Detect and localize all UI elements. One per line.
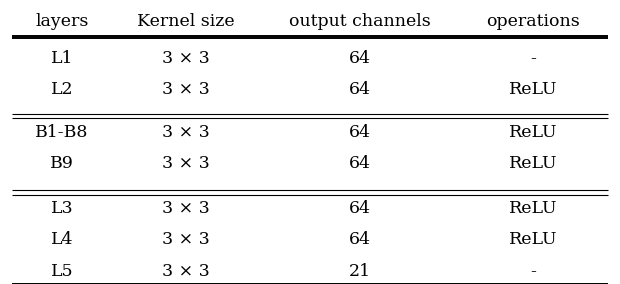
Text: L3: L3: [51, 200, 73, 217]
Text: 3 × 3: 3 × 3: [162, 200, 210, 217]
Text: layers: layers: [35, 13, 89, 30]
Text: 64: 64: [348, 81, 371, 98]
Text: ReLU: ReLU: [509, 231, 557, 248]
Text: 3 × 3: 3 × 3: [162, 263, 210, 280]
Text: -: -: [530, 263, 536, 280]
Text: ReLU: ReLU: [509, 200, 557, 217]
Text: B9: B9: [50, 155, 74, 172]
Text: 64: 64: [348, 231, 371, 248]
Text: Kernel size: Kernel size: [137, 13, 235, 30]
Text: ReLU: ReLU: [509, 124, 557, 141]
Text: 3 × 3: 3 × 3: [162, 124, 210, 141]
Text: 64: 64: [348, 124, 371, 141]
Text: L1: L1: [51, 50, 73, 67]
Text: ReLU: ReLU: [509, 155, 557, 172]
Text: 64: 64: [348, 155, 371, 172]
Text: ReLU: ReLU: [509, 81, 557, 98]
Text: L2: L2: [51, 81, 73, 98]
Text: -: -: [530, 50, 536, 67]
Text: 3 × 3: 3 × 3: [162, 81, 210, 98]
Text: 3 × 3: 3 × 3: [162, 155, 210, 172]
Text: operations: operations: [486, 13, 580, 30]
Text: L5: L5: [51, 263, 73, 280]
Text: 64: 64: [348, 200, 371, 217]
Text: 3 × 3: 3 × 3: [162, 50, 210, 67]
Text: 21: 21: [348, 263, 371, 280]
Text: output channels: output channels: [289, 13, 430, 30]
Text: 3 × 3: 3 × 3: [162, 231, 210, 248]
Text: B1-B8: B1-B8: [35, 124, 89, 141]
Text: L4: L4: [51, 231, 73, 248]
Text: 64: 64: [348, 50, 371, 67]
